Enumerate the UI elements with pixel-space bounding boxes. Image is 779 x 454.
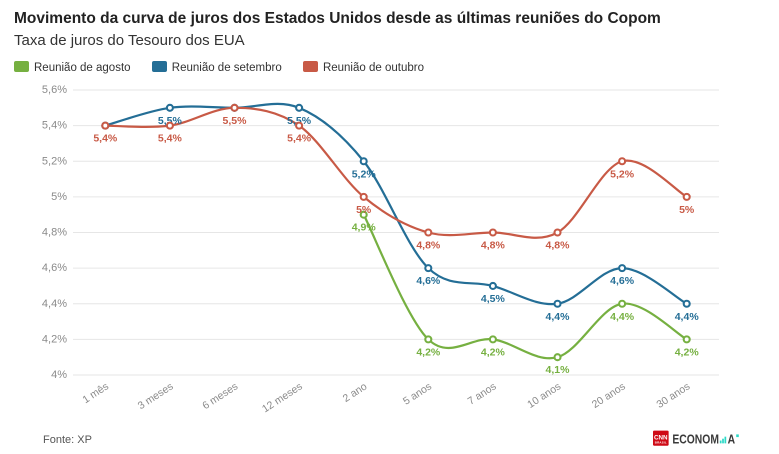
svg-text:4,4%: 4,4%: [610, 311, 635, 323]
svg-text:4,8%: 4,8%: [416, 240, 441, 252]
svg-text:5,4%: 5,4%: [42, 120, 67, 132]
svg-text:4,6%: 4,6%: [610, 275, 635, 287]
svg-text:4,6%: 4,6%: [42, 262, 67, 274]
svg-text:BRASIL: BRASIL: [655, 440, 667, 444]
svg-text:4,4%: 4,4%: [546, 311, 571, 323]
svg-text:A: A: [728, 432, 736, 446]
svg-text:5 anos: 5 anos: [401, 380, 434, 407]
svg-text:4,4%: 4,4%: [675, 311, 700, 323]
svg-text:1 mês: 1 mês: [80, 380, 111, 406]
svg-text:5,4%: 5,4%: [93, 133, 118, 145]
svg-text:5,4%: 5,4%: [287, 133, 312, 145]
svg-text:5%: 5%: [679, 204, 695, 216]
svg-text:4,5%: 4,5%: [481, 293, 506, 305]
svg-text:4,9%: 4,9%: [352, 222, 377, 234]
svg-text:3 meses: 3 meses: [136, 380, 176, 412]
svg-text:4%: 4%: [51, 369, 67, 381]
svg-text:5,2%: 5,2%: [42, 155, 67, 167]
svg-text:5,2%: 5,2%: [352, 168, 377, 180]
svg-text:4,2%: 4,2%: [675, 346, 700, 358]
svg-text:4,8%: 4,8%: [481, 240, 506, 252]
svg-text:4,4%: 4,4%: [42, 298, 67, 310]
svg-text:4,8%: 4,8%: [546, 240, 571, 252]
svg-text:5%: 5%: [356, 204, 372, 216]
svg-text:10 anos: 10 anos: [525, 380, 563, 410]
svg-text:5,6%: 5,6%: [42, 84, 67, 96]
svg-text:12 meses: 12 meses: [260, 380, 305, 415]
svg-text:4,8%: 4,8%: [42, 227, 67, 239]
svg-text:4,6%: 4,6%: [416, 275, 441, 287]
svg-text:6 meses: 6 meses: [200, 380, 240, 412]
svg-text:20 anos: 20 anos: [590, 380, 628, 410]
svg-text:5,5%: 5,5%: [223, 115, 248, 127]
svg-text:4,1%: 4,1%: [546, 364, 571, 376]
svg-text:4,2%: 4,2%: [416, 346, 441, 358]
svg-text:ECONOM: ECONOM: [672, 432, 719, 446]
svg-text:5%: 5%: [51, 191, 67, 203]
svg-text:30 anos: 30 anos: [654, 380, 692, 410]
svg-text:4,2%: 4,2%: [481, 346, 506, 358]
svg-text:5,4%: 5,4%: [158, 133, 183, 145]
svg-text:2 ano: 2 ano: [341, 380, 370, 404]
svg-text:7 anos: 7 anos: [466, 380, 499, 407]
svg-text:5,2%: 5,2%: [610, 168, 635, 180]
svg-text:4,2%: 4,2%: [42, 333, 67, 345]
